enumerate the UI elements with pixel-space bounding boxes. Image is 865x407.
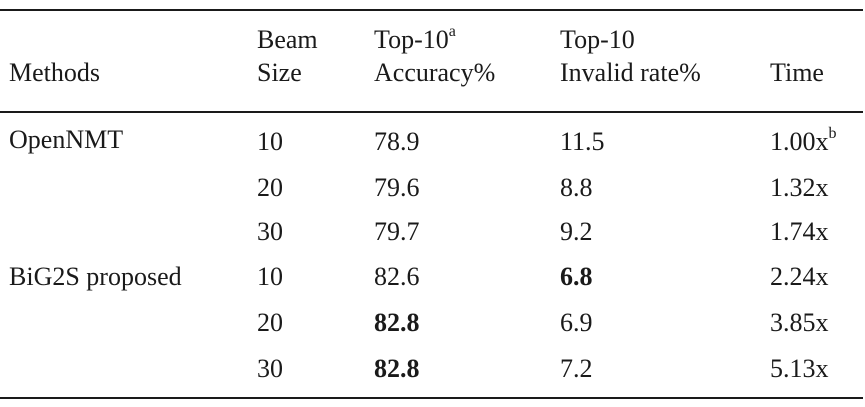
row-4-beam: 10 [257, 262, 283, 291]
header-methods: Methods [9, 58, 100, 87]
row-1-time: 1.00xb [770, 125, 837, 157]
row-4-accuracy: 82.6 [374, 262, 420, 291]
footnote-a-marker: a [448, 23, 456, 41]
row-1-beam: 10 [257, 127, 283, 156]
header-invalid-line1: Top-10 [560, 25, 635, 54]
row-2-time: 1.32x [770, 173, 829, 202]
row-1-time-value: 1.00x [770, 127, 829, 156]
header-beam-line2: Size [257, 58, 302, 87]
header-invalid-line2: Invalid rate% [560, 58, 701, 87]
row-2-beam: 20 [257, 173, 283, 202]
row-1-accuracy: 78.9 [374, 127, 420, 156]
header-accuracy-line1: Top-10a [374, 23, 456, 55]
row-2-accuracy: 79.6 [374, 173, 420, 202]
row-6-time: 5.13x [770, 354, 829, 383]
header-rule [0, 111, 863, 113]
row-6-accuracy-best: 82.8 [374, 354, 420, 383]
bottom-rule [0, 397, 863, 399]
row-3-beam: 30 [257, 217, 283, 246]
row-1-invalid: 11.5 [560, 127, 605, 156]
row-5-time: 3.85x [770, 308, 829, 337]
header-time: Time [770, 58, 824, 87]
row-3-accuracy: 79.7 [374, 217, 420, 246]
row-5-invalid: 6.9 [560, 308, 593, 337]
row-5-beam: 20 [257, 308, 283, 337]
row-5-accuracy-best: 82.8 [374, 308, 420, 337]
row-6-invalid: 7.2 [560, 354, 593, 383]
row-4-invalid-best: 6.8 [560, 262, 593, 291]
row-6-beam: 30 [257, 354, 283, 383]
footnote-b-marker: b [828, 125, 837, 143]
row-3-time: 1.74x [770, 217, 829, 246]
row-2-invalid: 8.8 [560, 173, 593, 202]
row-1-method: OpenNMT [9, 125, 124, 154]
row-4-method: BiG2S proposed [9, 262, 182, 291]
row-4-time: 2.24x [770, 262, 829, 291]
header-beam-line1: Beam [257, 25, 318, 54]
row-3-invalid: 9.2 [560, 217, 593, 246]
top-rule [0, 9, 863, 11]
header-accuracy-line2: Accuracy% [374, 58, 496, 87]
header-accuracy-text: Top-10 [374, 25, 449, 54]
